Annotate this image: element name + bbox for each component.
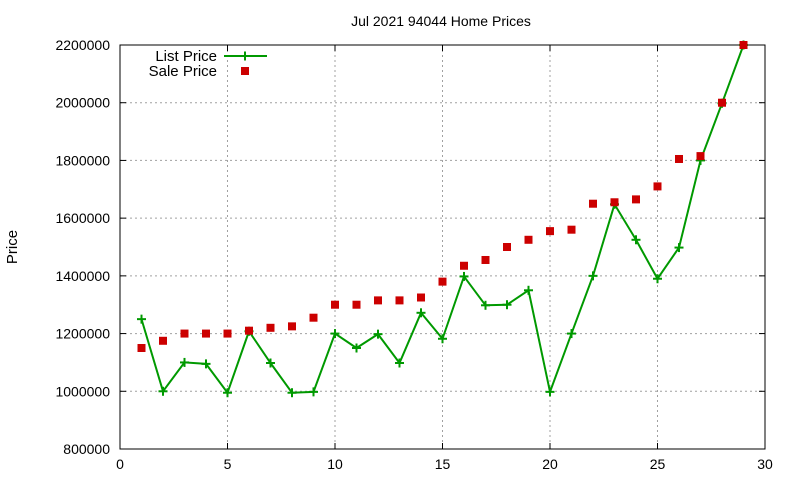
data-point-sale-price (374, 296, 382, 305)
data-point-sale-price (417, 293, 425, 302)
data-point-list-price (631, 235, 641, 245)
y-tick-label: 1000000 (55, 383, 110, 399)
data-point-sale-price (589, 199, 597, 208)
data-point-list-price (395, 358, 404, 368)
series-list-price (137, 40, 748, 398)
data-point-sale-price (546, 227, 554, 236)
data-point-list-price (137, 314, 146, 324)
data-point-list-price (223, 388, 232, 398)
x-tick-label: 15 (435, 456, 451, 472)
y-tick-label: 1400000 (55, 268, 110, 284)
data-point-list-price (287, 388, 297, 398)
data-point-list-price (502, 300, 512, 310)
legend-label-list-price: List Price (155, 48, 217, 65)
data-point-list-price (352, 343, 361, 353)
data-point-sale-price (438, 277, 447, 286)
data-point-sale-price (202, 329, 210, 338)
data-point-list-price (524, 285, 533, 295)
data-point-sale-price (309, 313, 318, 322)
y-tick-label: 800000 (63, 441, 110, 457)
data-point-list-price (373, 329, 383, 339)
x-tick-label: 30 (757, 456, 773, 472)
data-point-sale-price (159, 336, 167, 345)
data-point-list-price (309, 387, 318, 397)
y-tick-label: 2000000 (55, 95, 110, 111)
data-point-sale-price (331, 300, 339, 309)
data-point-list-price (158, 386, 168, 396)
data-point-list-price (330, 329, 340, 339)
series-sale-price (137, 41, 748, 352)
data-point-sale-price (653, 182, 662, 191)
data-point-sale-price (675, 154, 683, 163)
y-tick-label: 1200000 (55, 326, 110, 342)
gridlines (120, 45, 765, 449)
axis-ticks (119, 44, 766, 450)
x-tick-label: 25 (650, 456, 666, 472)
x-tick-label: 0 (116, 456, 124, 472)
data-point-sale-price (223, 329, 232, 338)
data-point-list-price (653, 274, 662, 284)
y-axis-label: Price (4, 230, 21, 264)
data-point-list-price (416, 308, 426, 318)
data-point-sale-price (696, 152, 705, 161)
data-point-sale-price (460, 261, 468, 270)
chart-title: Jul 2021 94044 Home Prices (351, 13, 531, 29)
data-point-sale-price (266, 323, 275, 332)
legend-label-sale-price: Sale Price (149, 63, 217, 80)
data-point-sale-price (718, 98, 726, 107)
data-point-list-price (180, 357, 189, 367)
data-point-sale-price (180, 329, 189, 338)
data-point-sale-price (610, 198, 619, 207)
y-axis-tick-labels: 800000 1000000 1200000 1400000 1600000 180000… (55, 37, 110, 457)
series-layer (137, 40, 748, 398)
data-point-sale-price (395, 296, 404, 305)
legend-sample-sale-price (241, 67, 249, 75)
y-tick-label: 2200000 (55, 37, 110, 53)
data-point-list-price (266, 358, 275, 368)
y-tick-label: 1800000 (55, 152, 110, 168)
x-axis-tick-labels: 0 5 10 15 20 25 30 (116, 456, 773, 472)
legend-marker (240, 51, 250, 61)
data-point-sale-price (739, 41, 748, 49)
data-point-sale-price (632, 195, 640, 204)
data-point-sale-price (137, 344, 146, 352)
x-tick-label: 5 (224, 456, 232, 472)
legend: List Price Sale Price (149, 48, 267, 80)
data-point-sale-price (503, 243, 511, 251)
data-point-sale-price (524, 235, 533, 244)
legend-marker (241, 67, 249, 75)
data-point-list-price (545, 387, 555, 397)
data-point-list-price (459, 271, 469, 281)
y-tick-label: 1600000 (55, 210, 110, 226)
data-point-list-price (588, 271, 598, 281)
data-point-sale-price (288, 322, 296, 331)
x-tick-label: 20 (542, 456, 558, 472)
data-point-list-price (481, 300, 490, 310)
data-point-list-price (674, 243, 684, 253)
data-point-sale-price (245, 326, 253, 335)
data-point-sale-price (481, 255, 490, 264)
x-tick-label: 10 (327, 456, 343, 472)
data-point-list-price (201, 359, 211, 369)
legend-sample-list-price (224, 51, 267, 61)
data-point-list-price (567, 329, 576, 339)
data-point-sale-price (567, 225, 576, 234)
data-point-sale-price (352, 300, 361, 309)
data-point-list-price (438, 334, 447, 344)
